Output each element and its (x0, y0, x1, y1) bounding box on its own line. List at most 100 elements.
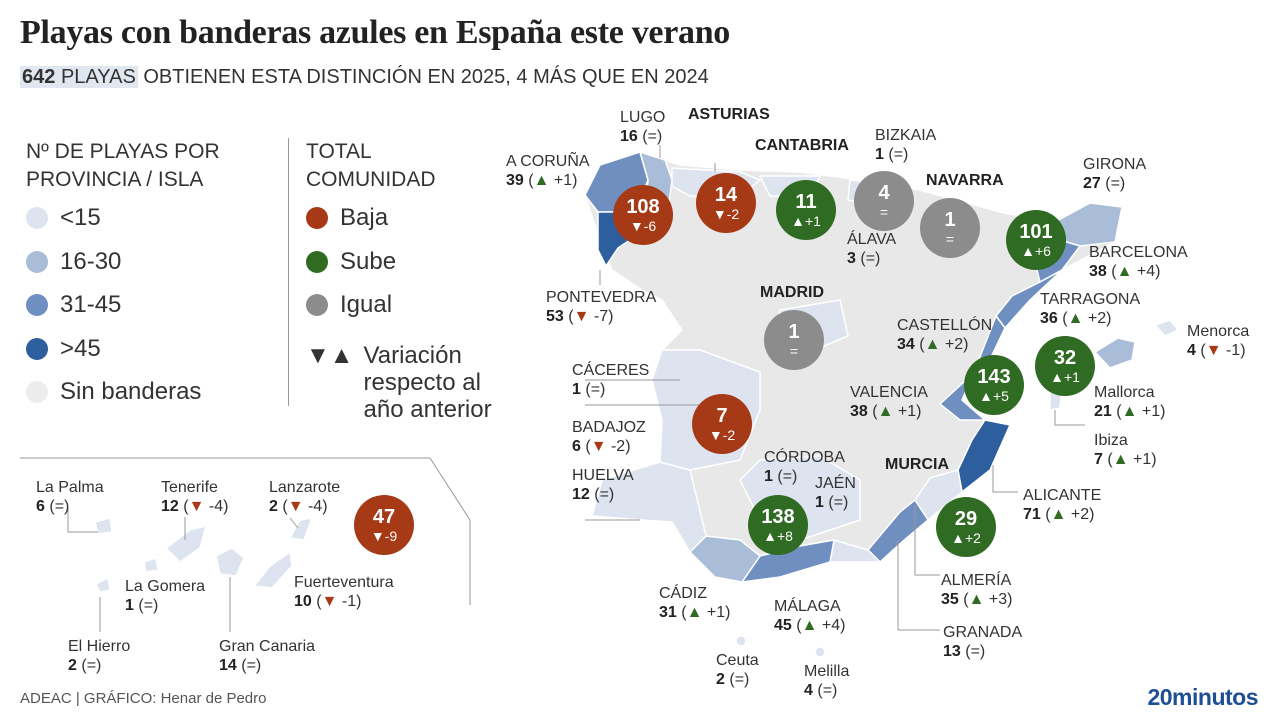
legend-swatch (26, 337, 48, 360)
community-change: ▼-2 (712, 205, 740, 222)
community-circle: 32 ▲+1 (1035, 336, 1095, 396)
province-value: 38 (▲ +1) (850, 402, 928, 421)
province-label: ÁLAVA 3 (=) (847, 230, 896, 268)
province-value: 71 (▲ +2) (1023, 505, 1101, 524)
province-name: TARRAGONA (1040, 291, 1141, 308)
province-label: CÓRDOBA 1 (=) (764, 448, 845, 486)
province-change: (▲ +1) (1107, 451, 1157, 468)
trend-arrow: ▼ (321, 593, 338, 610)
variation-symbol: ▼▲ (306, 342, 354, 369)
province-value: 1 (=) (875, 145, 936, 164)
trend-arrow: ▲ (533, 172, 550, 189)
province-change: (▼ -4) (282, 498, 328, 515)
community-circle: 101 ▲+6 (1006, 210, 1066, 270)
province-count: 1 (815, 494, 824, 511)
province-value: 12 (=) (572, 485, 634, 504)
legend-item: Baja (306, 204, 388, 232)
community-name: ASTURIAS (688, 106, 770, 123)
community-total: 4 (878, 181, 890, 204)
province-value: 35 (▲ +3) (941, 590, 1012, 609)
province-count: 53 (546, 308, 564, 325)
community-circle: 108 ▼-6 (613, 185, 673, 245)
leader (992, 465, 1018, 493)
legend-label: Igual (340, 291, 393, 318)
trend-arrow: ▼ (590, 438, 607, 455)
island-shape (814, 646, 826, 658)
province-change: (▲ +2) (919, 336, 969, 353)
canary-frame (20, 457, 471, 605)
community-name: MURCIA (885, 456, 949, 473)
province-count: 36 (1040, 310, 1058, 327)
legend-item: Sin banderas (26, 378, 201, 406)
legend-label: 16-30 (60, 247, 122, 275)
province-shape (914, 469, 963, 521)
title: Playas con banderas azules en España est… (20, 14, 731, 51)
province-label: ALICANTE 71 (▲ +2) (1023, 486, 1101, 524)
province-change: (=) (777, 468, 798, 485)
province-count: 2 (716, 671, 725, 688)
province-change: (▼ -4) (183, 498, 229, 515)
trend-arrow: ▲ (763, 527, 777, 544)
community-total: 11 (795, 190, 817, 213)
community-circle: 4 = (854, 171, 914, 231)
community-total: 7 (716, 404, 728, 427)
island-shape (289, 517, 313, 541)
province-label: BARCELONA 38 (▲ +4) (1089, 243, 1188, 281)
province-name: BARCELONA (1089, 244, 1188, 261)
legend-label: <15 (60, 204, 101, 231)
province-change: (=) (81, 657, 102, 674)
province-value: 34 (▲ +2) (897, 335, 992, 354)
community-circle: 7 ▼-2 (692, 394, 752, 454)
province-label: TARRAGONA 36 (▲ +2) (1040, 290, 1140, 328)
province-name: CASTELLÓN (897, 317, 993, 334)
community-change: = (945, 230, 955, 247)
subtitle-unit: PLAYAS (60, 66, 136, 88)
province-value: 36 (▲ +2) (1040, 309, 1140, 328)
legend-item: >45 (26, 335, 101, 363)
province-change: (▲ +2) (1045, 506, 1095, 523)
province-value: 39 (▲ +1) (506, 171, 590, 190)
province-change: (=) (241, 657, 262, 674)
legend-separator (288, 138, 289, 406)
province-change: (▼ -7) (568, 308, 614, 325)
island-shape (1094, 337, 1136, 369)
leader (67, 508, 98, 533)
legend-item: 31-45 (26, 291, 121, 319)
province-label: MÁLAGA 45 (▲ +4) (774, 597, 845, 635)
province-label: Melilla 4 (=) (804, 662, 849, 700)
province-name: BIZKAIA (875, 127, 937, 144)
community-circle: 1 = (764, 310, 824, 370)
community-total: 108 (626, 195, 660, 218)
legend-title: TOTAL COMUNIDAD (306, 140, 436, 191)
community-change: = (789, 342, 799, 359)
trend-arrow: ▲ (968, 591, 985, 608)
province-count: 1 (125, 597, 134, 614)
province-change: (▲ +1) (528, 172, 578, 189)
province-name: Tenerife (161, 479, 218, 496)
province-count: 14 (219, 657, 237, 674)
province-change: (=) (888, 146, 909, 163)
trend-arrow: ▲ (1121, 403, 1138, 420)
province-change: (=) (585, 381, 606, 398)
province-name: ÁLAVA (847, 231, 897, 248)
legend-label: Baja (340, 204, 389, 231)
province-label: Ceuta 2 (=) (716, 651, 759, 689)
province-name: BADAJOZ (572, 419, 646, 436)
province-count: 1 (572, 381, 581, 398)
community-total: 1 (944, 208, 956, 231)
province-value: 38 (▲ +4) (1089, 262, 1188, 281)
community-change: ▲+6 (1021, 242, 1051, 259)
province-name: Fuerteventura (294, 574, 394, 591)
legend-label: Sin banderas (60, 378, 202, 405)
community-change: ▲+5 (979, 387, 1009, 404)
community-circle: 11 ▲+1 (776, 180, 836, 240)
province-change: (=) (729, 671, 750, 688)
province-count: 35 (941, 591, 959, 608)
province-count: 10 (294, 593, 312, 610)
province-change: (▲ +2) (1062, 310, 1112, 327)
legend-swatch (26, 381, 48, 403)
legend-variation: ▼▲ Variación respecto al año anterior (306, 342, 524, 423)
province-change: (=) (828, 494, 849, 511)
source: ADEAC | GRÁFICO: Henar de Pedro (20, 690, 267, 707)
